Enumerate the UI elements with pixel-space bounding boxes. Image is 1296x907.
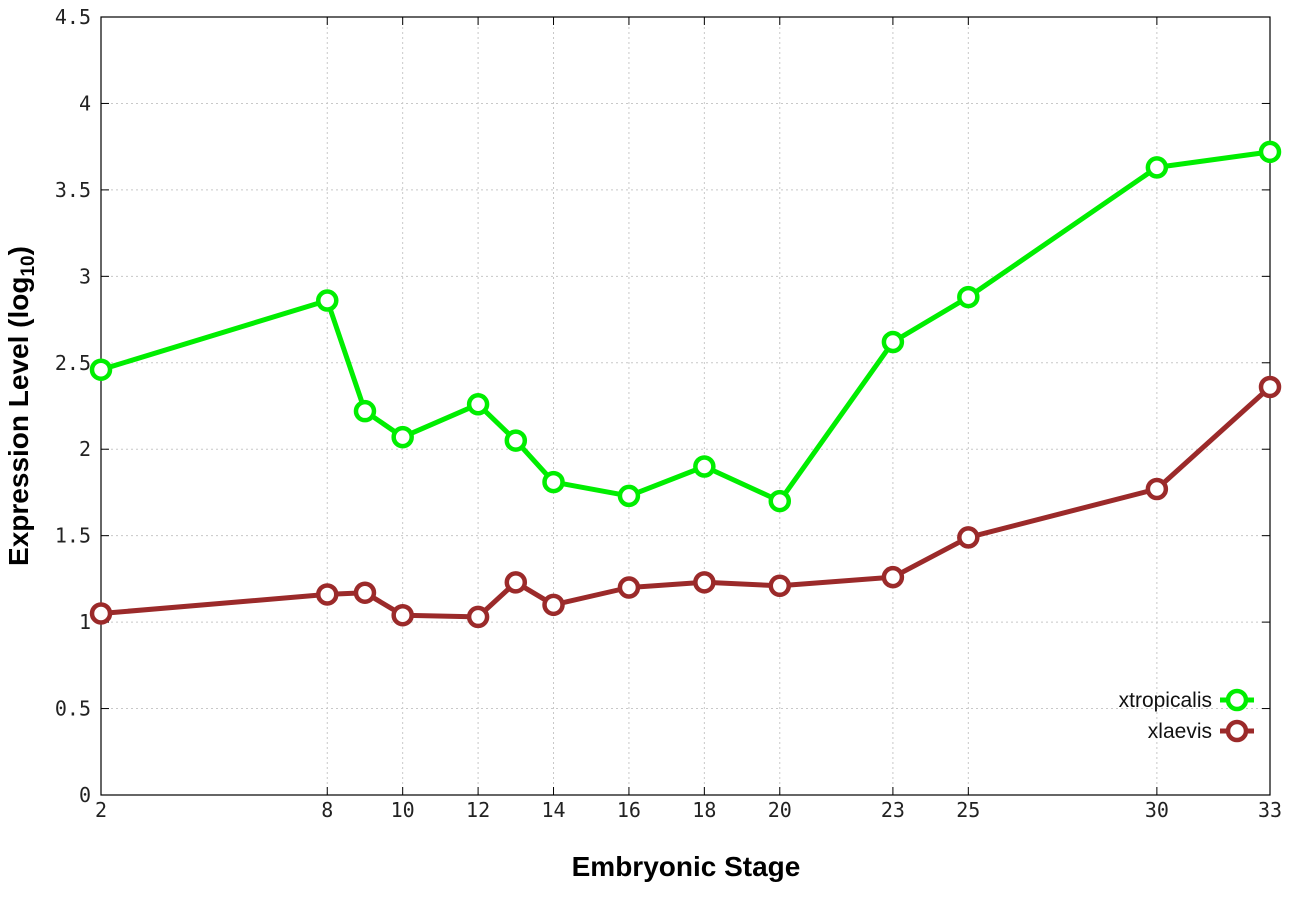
data-point-xtropicalis (768, 489, 792, 513)
data-point-xlaevis (466, 605, 490, 629)
x-tick-label: 14 (541, 798, 565, 822)
series-line-xtropicalis (100, 149, 1271, 504)
legend-label-xlaevis: xlaevis (1148, 720, 1212, 743)
y-tick-label: 2 (79, 437, 91, 461)
data-point-xtropicalis (881, 330, 905, 354)
axis-ticks: 0 0.5 1 1.5 2 2.5 3 3.5 4 4.5 2 8 10 12 14 16 18 20 23 25 30… (55, 5, 1282, 822)
data-point-xlaevis (89, 602, 113, 625)
data-point-xlaevis (957, 526, 980, 549)
data-point-xtropicalis (617, 484, 641, 508)
data-point-xtropicalis (542, 470, 565, 494)
data-point-xlaevis (881, 565, 905, 589)
y-axis-label: Expression Level (log10) (3, 246, 39, 566)
x-tick-label: 33 (1258, 798, 1282, 822)
series-xlaevis (89, 375, 1282, 629)
x-tick-label: 25 (956, 798, 980, 822)
grid-lines (101, 17, 1270, 795)
series-line-xlaevis (100, 385, 1272, 620)
y-tick-label: 4.5 (55, 5, 91, 29)
x-tick-label: 16 (617, 798, 641, 822)
x-tick-label: 8 (321, 798, 333, 822)
data-point-xlaevis (353, 581, 377, 604)
legend-marker-xlaevis (1225, 719, 1249, 743)
data-point-xtropicalis (391, 425, 414, 449)
data-point-xtropicalis (504, 429, 528, 452)
data-point-xtropicalis (693, 455, 716, 478)
y-tick-label: 3 (79, 264, 91, 288)
series-xtropicalis (89, 140, 1282, 513)
x-tick-label: 30 (1145, 798, 1169, 822)
x-tick-label: 12 (466, 798, 490, 822)
data-point-xlaevis (768, 574, 792, 598)
y-tick-label: 0.5 (55, 697, 91, 721)
x-tick-label: 20 (768, 798, 792, 822)
y-tick-label: 2.5 (55, 351, 91, 375)
data-point-xtropicalis (1258, 140, 1282, 164)
data-series (89, 140, 1282, 629)
y-axis-label-close: ) (3, 246, 34, 255)
x-axis-label: Embryonic Stage (572, 851, 801, 882)
y-tick-label: 3.5 (55, 178, 91, 202)
legend-marker-xtropicalis (1225, 688, 1249, 712)
data-point-xlaevis (391, 603, 414, 627)
y-tick-label: 4 (79, 91, 91, 115)
data-point-xtropicalis (316, 289, 339, 312)
y-tick-label: 1.5 (55, 524, 91, 548)
data-point-xtropicalis (353, 399, 377, 423)
legend-label-xtropicalis: xtropicalis (1119, 689, 1212, 712)
y-tick-label: 1 (79, 610, 91, 634)
data-point-xtropicalis (466, 393, 490, 416)
data-point-xlaevis (693, 571, 716, 594)
data-point-xlaevis (1258, 375, 1282, 399)
data-point-xtropicalis (89, 358, 113, 381)
y-axis-label-subscript: 10 (18, 255, 39, 276)
legend: xtropicalis xlaevis (1119, 688, 1254, 743)
y-tick-label: 0 (79, 783, 91, 807)
data-point-xlaevis (1145, 477, 1169, 501)
data-point-xlaevis (316, 583, 339, 606)
x-tick-label: 2 (95, 798, 107, 822)
data-point-xtropicalis (957, 285, 980, 309)
x-tick-label: 23 (881, 798, 905, 822)
plot-frame (100, 16, 1271, 796)
data-point-xlaevis (617, 576, 641, 599)
data-point-xlaevis (542, 593, 565, 617)
y-axis-label-main: Expression Level (log (3, 277, 34, 566)
data-point-xlaevis (504, 571, 528, 594)
x-tick-label: 10 (391, 798, 415, 822)
data-point-xtropicalis (1145, 156, 1169, 179)
x-tick-label: 18 (692, 798, 716, 822)
